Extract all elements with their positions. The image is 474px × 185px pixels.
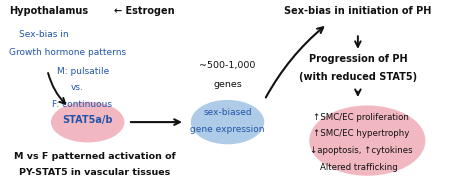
Text: Sex-bias in: Sex-bias in — [19, 30, 69, 39]
Text: ↓apoptosis, ↑cytokines: ↓apoptosis, ↑cytokines — [310, 146, 413, 155]
Text: Progression of PH: Progression of PH — [309, 54, 407, 64]
Text: STAT5a/b: STAT5a/b — [63, 115, 113, 125]
Text: F: continuous: F: continuous — [52, 100, 112, 109]
Text: genes: genes — [213, 80, 242, 89]
Text: M vs F patterned activation of: M vs F patterned activation of — [14, 152, 176, 161]
Text: Altered trafficking: Altered trafficking — [320, 163, 398, 172]
Text: Sex-bias in initiation of PH: Sex-bias in initiation of PH — [284, 6, 431, 16]
Text: ↑SMC/EC hypertrophy: ↑SMC/EC hypertrophy — [313, 130, 409, 139]
Text: ↑SMC/EC proliferation: ↑SMC/EC proliferation — [313, 113, 409, 122]
Text: ~500-1,000: ~500-1,000 — [200, 61, 255, 70]
Text: gene expression: gene expression — [190, 125, 265, 134]
Ellipse shape — [309, 105, 426, 176]
Text: Growth hormone patterns: Growth hormone patterns — [9, 48, 127, 57]
Text: PY-STAT5 in vascular tissues: PY-STAT5 in vascular tissues — [19, 168, 171, 177]
Ellipse shape — [191, 100, 264, 144]
Text: M: pulsatile: M: pulsatile — [57, 67, 109, 76]
Ellipse shape — [51, 102, 124, 142]
Text: Hypothalamus: Hypothalamus — [9, 6, 89, 16]
Text: vs.: vs. — [71, 83, 84, 92]
Text: ← Estrogen: ← Estrogen — [114, 6, 174, 16]
Text: (with reduced STAT5): (with reduced STAT5) — [299, 72, 417, 82]
Text: sex-biased: sex-biased — [203, 108, 252, 117]
